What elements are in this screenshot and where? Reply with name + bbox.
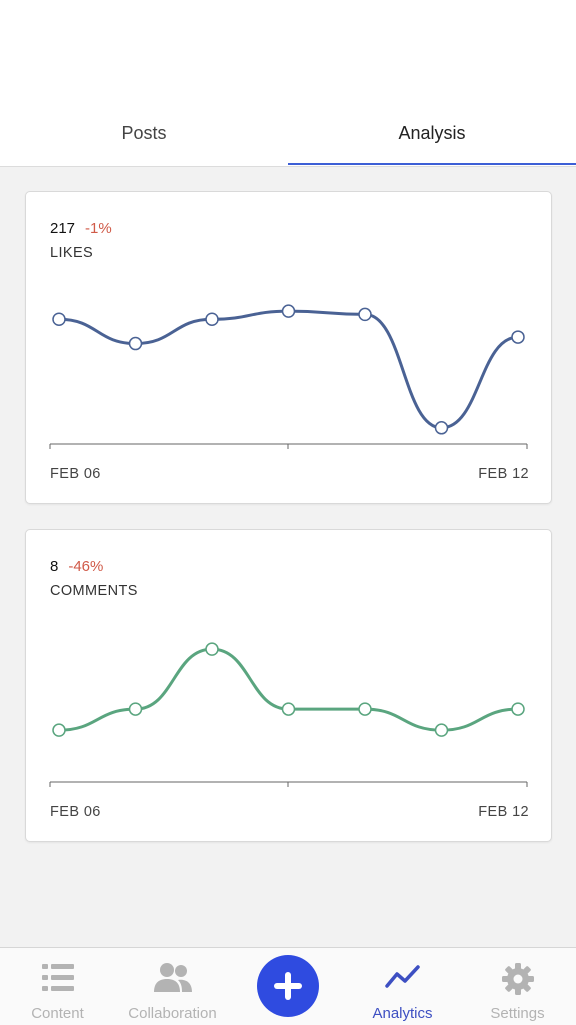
comments-data-point-4[interactable] xyxy=(358,702,372,716)
likes-stat-row: 217 -1% xyxy=(50,220,112,237)
likes-data-point-6[interactable] xyxy=(511,330,525,344)
nav-collaboration[interactable]: Collaboration xyxy=(115,948,230,1025)
likes-data-point-3[interactable] xyxy=(281,304,296,318)
likes-series-line xyxy=(58,309,519,430)
likes-label: LIKES xyxy=(50,245,94,261)
likes-card: 217 -1% LIKES FEB 06 FEB 12 xyxy=(25,191,552,504)
comments-card: 8 -46% COMMENTS FEB 06 FEB 12 xyxy=(25,529,552,842)
trend-icon xyxy=(384,965,420,988)
comments-data-point-2[interactable] xyxy=(205,642,219,656)
likes-data-point-5[interactable] xyxy=(434,421,449,435)
nav-collaboration-label: Collaboration xyxy=(128,1005,217,1022)
comments-change: -46% xyxy=(68,558,104,575)
tab-analysis[interactable]: Analysis xyxy=(288,100,576,166)
comments-data-point-1[interactable] xyxy=(128,702,143,716)
likes-data-point-1[interactable] xyxy=(128,336,143,351)
likes-data-point-0[interactable] xyxy=(52,312,66,327)
active-tab-indicator xyxy=(288,163,576,165)
gear-icon xyxy=(501,963,534,995)
tab-posts-label: Posts xyxy=(121,122,167,143)
nav-settings[interactable]: Settings xyxy=(460,948,575,1025)
add-button[interactable] xyxy=(257,955,319,1017)
tab-posts[interactable]: Posts xyxy=(0,100,288,166)
nav-analytics[interactable]: Analytics xyxy=(345,948,460,1025)
nav-content[interactable]: Content xyxy=(0,948,115,1025)
comments-stat-row: 8 -46% xyxy=(50,558,103,575)
comments-label: COMMENTS xyxy=(50,583,138,599)
tab-bar: Posts Analysis xyxy=(0,100,576,167)
likes-data-point-2[interactable] xyxy=(205,312,219,327)
comments-axis-end-label: FEB 12 xyxy=(478,804,529,820)
comments-data-point-0[interactable] xyxy=(52,723,66,737)
comments-series-line xyxy=(58,647,519,732)
nav-content-label: Content xyxy=(31,1005,84,1022)
likes-count: 217 xyxy=(50,220,76,237)
likes-data-point-4[interactable] xyxy=(358,307,372,322)
likes-axis-start-label: FEB 06 xyxy=(50,466,101,482)
list-icon xyxy=(41,964,74,991)
comments-axis-start-label: FEB 06 xyxy=(50,804,101,820)
likes-axis-end-label: FEB 12 xyxy=(478,466,529,482)
likes-line-chart xyxy=(49,304,528,449)
comments-data-point-6[interactable] xyxy=(511,702,525,716)
comments-data-point-3[interactable] xyxy=(281,702,296,716)
people-icon xyxy=(153,963,192,992)
nav-settings-label: Settings xyxy=(490,1005,545,1022)
likes-change: -1% xyxy=(85,220,112,237)
nav-analytics-label: Analytics xyxy=(372,1005,433,1022)
comments-data-point-5[interactable] xyxy=(434,723,449,737)
comments-count: 8 xyxy=(50,558,59,575)
plus-icon xyxy=(274,972,302,1000)
tab-analysis-label: Analysis xyxy=(398,122,466,143)
comments-line-chart xyxy=(49,642,528,787)
